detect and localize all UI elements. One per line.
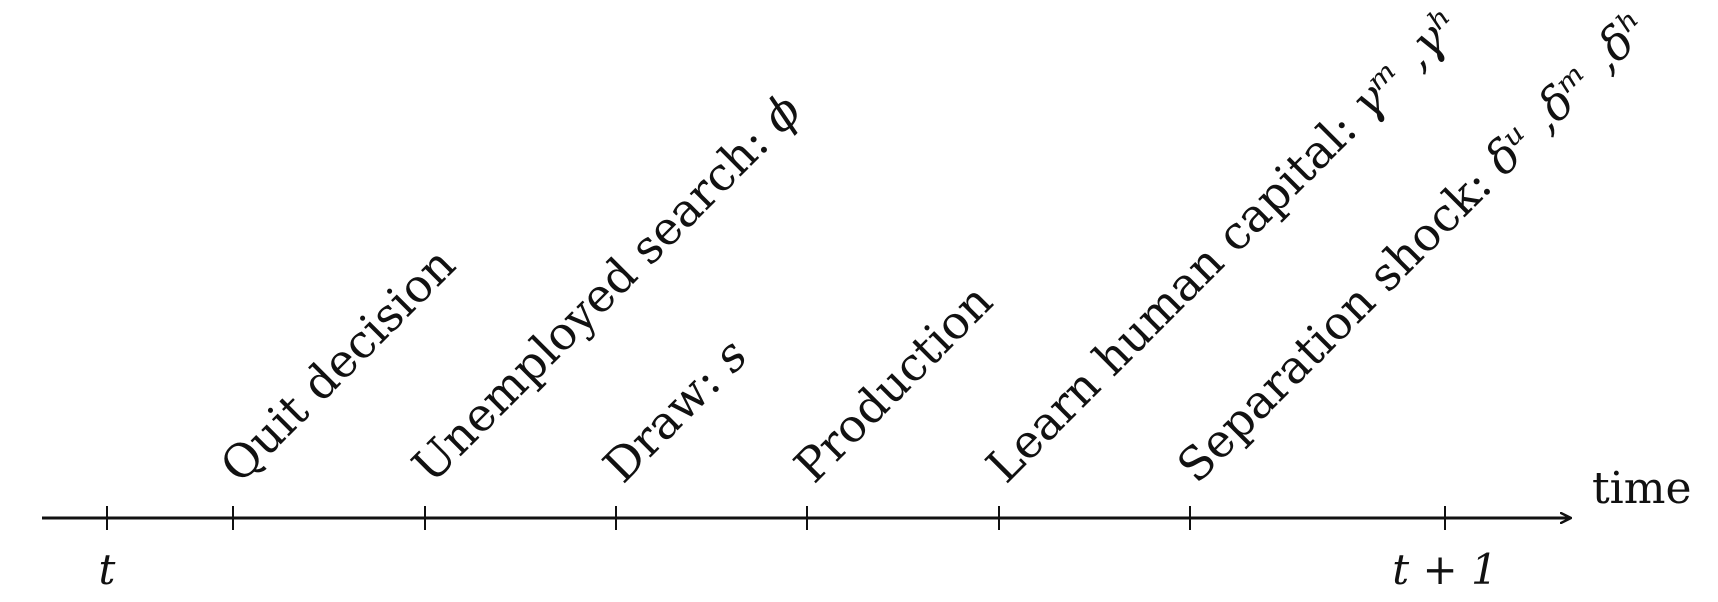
event-label-draw: Draw: s [593,328,758,493]
event-text: Draw: [593,344,741,492]
event-math-gamma: γᵐ ,γʰ [1339,0,1471,129]
event-text: Production [784,274,1003,493]
axis-label-time: time [1592,463,1692,514]
tick-label-t: t [99,545,116,594]
event-text: Learn human capital: [976,91,1378,493]
event-label-production: Production [784,274,1003,493]
event-text: Separation shock: [1167,147,1513,493]
event-text: Unemployed search: [402,105,790,493]
event-math-delta: δᵘ ,δᵐ ,δʰ [1474,0,1659,185]
event-label-unemployed-search: Unemployed search: ϕ [402,83,812,493]
tick-label-t-plus-1: t + 1 [1392,545,1498,594]
